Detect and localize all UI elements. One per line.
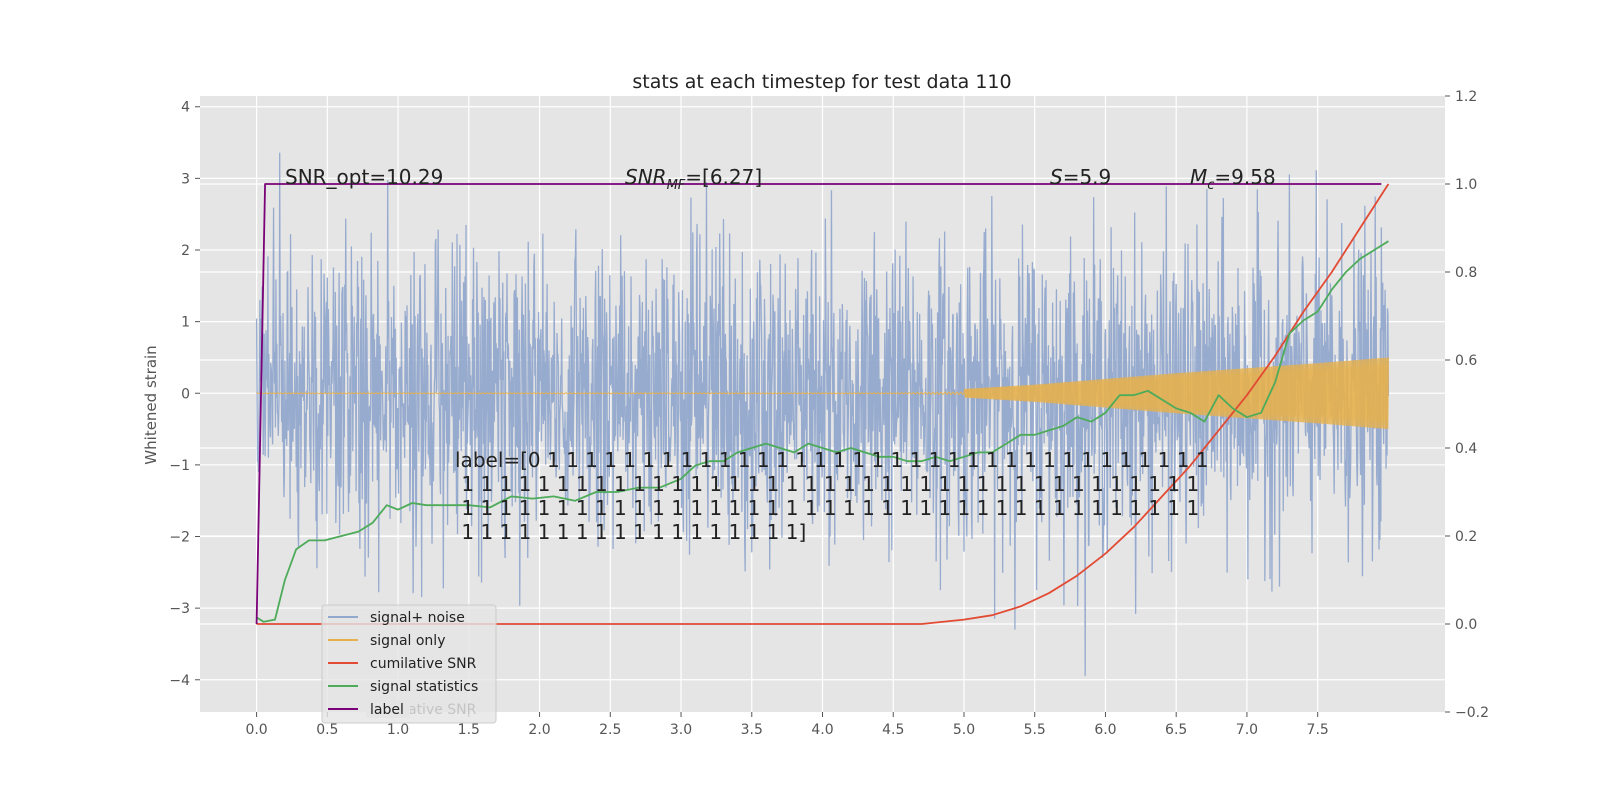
y2-tick-label: 1.0 xyxy=(1455,177,1477,193)
annotation-s-value: =5.9 xyxy=(1063,165,1112,189)
annotations: SNR_opt=10.29 SNRMF=[6.27] S=5.9 Mc=9.58… xyxy=(285,165,1276,544)
legend-label-signal-statistics: signal statistics xyxy=(370,679,478,695)
annotation-snr-opt: SNR_opt=10.29 xyxy=(285,165,443,189)
line-series xyxy=(255,183,1390,625)
series-signal-only xyxy=(256,357,1389,430)
series-cumulative-snr xyxy=(256,183,1390,625)
x-tick-label: 4.5 xyxy=(882,722,904,738)
y-tick-label: 0 xyxy=(181,386,190,402)
x-tick-label: 1.5 xyxy=(458,722,480,738)
series-label xyxy=(255,183,1382,625)
x-tick-label: 3.0 xyxy=(670,722,692,738)
y-tick-label: −3 xyxy=(169,601,190,617)
annotation-mc-sub: c xyxy=(1207,178,1214,193)
y-tick-label: −4 xyxy=(169,673,190,689)
y-tick-label: 1 xyxy=(181,315,190,331)
y-tick-label: 2 xyxy=(181,243,190,259)
y2-tick-label: 0.4 xyxy=(1455,441,1477,457)
annotation-mc-value: =9.58 xyxy=(1214,165,1275,189)
legend-box xyxy=(321,604,497,724)
annotation-s: S=5.9 xyxy=(1050,165,1111,189)
legend-label-signal-noise: signal+ noise xyxy=(370,610,465,626)
y-tick-label: 4 xyxy=(181,100,190,116)
x-tick-label: 6.0 xyxy=(1094,722,1116,738)
x-tick-label: 3.5 xyxy=(741,722,763,738)
y-tick-label: −1 xyxy=(169,458,190,474)
y-axis-label: Whitened strain xyxy=(142,345,160,464)
legend-label-backdrop xyxy=(366,700,410,718)
y2-tick-label: 0.2 xyxy=(1455,529,1477,545)
annotation-snr-mf-sub: MF xyxy=(667,178,686,193)
x-tick-label: 4.0 xyxy=(811,722,833,738)
annotation-label-line-3: 1 1 1 1 1 1 1 1 1 1 1 1 1 1 1 1 1 1 1 1 … xyxy=(455,496,1199,520)
series-signal-statistics xyxy=(256,240,1389,623)
y2-tick-label: 1.2 xyxy=(1455,89,1477,105)
annotation-mc: Mc=9.58 xyxy=(1190,165,1276,193)
annotation-mc-main: M xyxy=(1190,165,1207,189)
y2-tick-label: 0.0 xyxy=(1455,617,1477,633)
annotation-snr-mf: SNRMF=[6.27] xyxy=(625,165,762,193)
x-tick-label: 7.5 xyxy=(1307,722,1329,738)
x-tick-label: 1.0 xyxy=(387,722,409,738)
axes: 0.0 0.5 1.0 1.5 2.0 2.5 3.0 3.5 4.0 4.5 5.0 5.5 6.0 6… xyxy=(169,89,1489,738)
chart-title: stats at each timestep for test data 110 xyxy=(632,71,1011,93)
y-tick-label: −2 xyxy=(169,530,190,546)
annotation-snr-mf-main: SNR xyxy=(625,165,667,189)
x-tick-label: 6.5 xyxy=(1165,722,1187,738)
legend-label-label: label xyxy=(370,702,404,718)
y-tick-label: 3 xyxy=(181,171,190,187)
x-tick-label: 5.5 xyxy=(1024,722,1046,738)
x-tick-label: 2.0 xyxy=(528,722,550,738)
legend-label-signal-only: signal only xyxy=(370,633,445,649)
x-tick-label: 5.0 xyxy=(953,722,975,738)
signal-only-series xyxy=(256,357,1389,430)
annotation-snr-mf-value: =[6.27] xyxy=(685,165,762,189)
y2-tick-label: 0.8 xyxy=(1455,265,1477,281)
x-tick-label: 7.0 xyxy=(1236,722,1258,738)
x-tick-label: 2.5 xyxy=(599,722,621,738)
x-tick-label: 0.5 xyxy=(316,722,338,738)
legend-label-cumulative-snr: cumilative SNR xyxy=(370,656,477,672)
annotation-label-line-1: label=[0 1 1 1 1 1 1 1 1 1 1 1 1 1 1 1 1… xyxy=(455,448,1209,472)
x-tick-label: 0.0 xyxy=(245,722,267,738)
y2-tick-label: 0.6 xyxy=(1455,353,1477,369)
annotation-label-line-2: 1 1 1 1 1 1 1 1 1 1 1 1 1 1 1 1 1 1 1 1 … xyxy=(455,472,1199,496)
annotation-label-line-4: 1 1 1 1 1 1 1 1 1 1 1 1 1 1 1 1 1 1] xyxy=(455,520,806,544)
y2-tick-label: −0.2 xyxy=(1455,705,1489,721)
annotation-s-main: S xyxy=(1050,165,1063,189)
legend: cumilative SNR signal+ noise signal only… xyxy=(321,604,497,724)
